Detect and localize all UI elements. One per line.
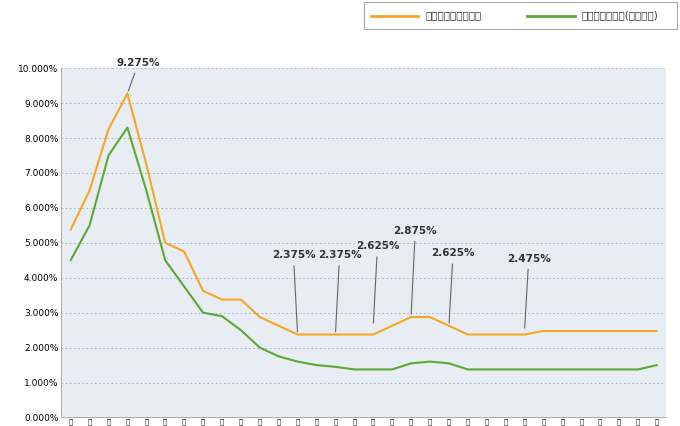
Bar <box>364 3 677 29</box>
Text: 2.375%: 2.375% <box>271 250 316 332</box>
Text: 2.625%: 2.625% <box>356 242 399 323</box>
Text: 2.475%: 2.475% <box>507 253 551 328</box>
Text: 9.275%: 9.275% <box>117 58 160 91</box>
Text: 短期プライムレート: 短期プライムレート <box>425 11 481 20</box>
Text: 2.875%: 2.875% <box>394 226 437 314</box>
Text: 住宅ローン金利の指標となる短期プライムレートの推移: 住宅ローン金利の指標となる短期プライムレートの推移 <box>8 9 196 22</box>
Text: 2.625%: 2.625% <box>431 248 475 323</box>
Text: 2.375%: 2.375% <box>318 250 361 332</box>
Text: 住宅ローン金利(基準金利): 住宅ローン金利(基準金利) <box>581 11 658 20</box>
